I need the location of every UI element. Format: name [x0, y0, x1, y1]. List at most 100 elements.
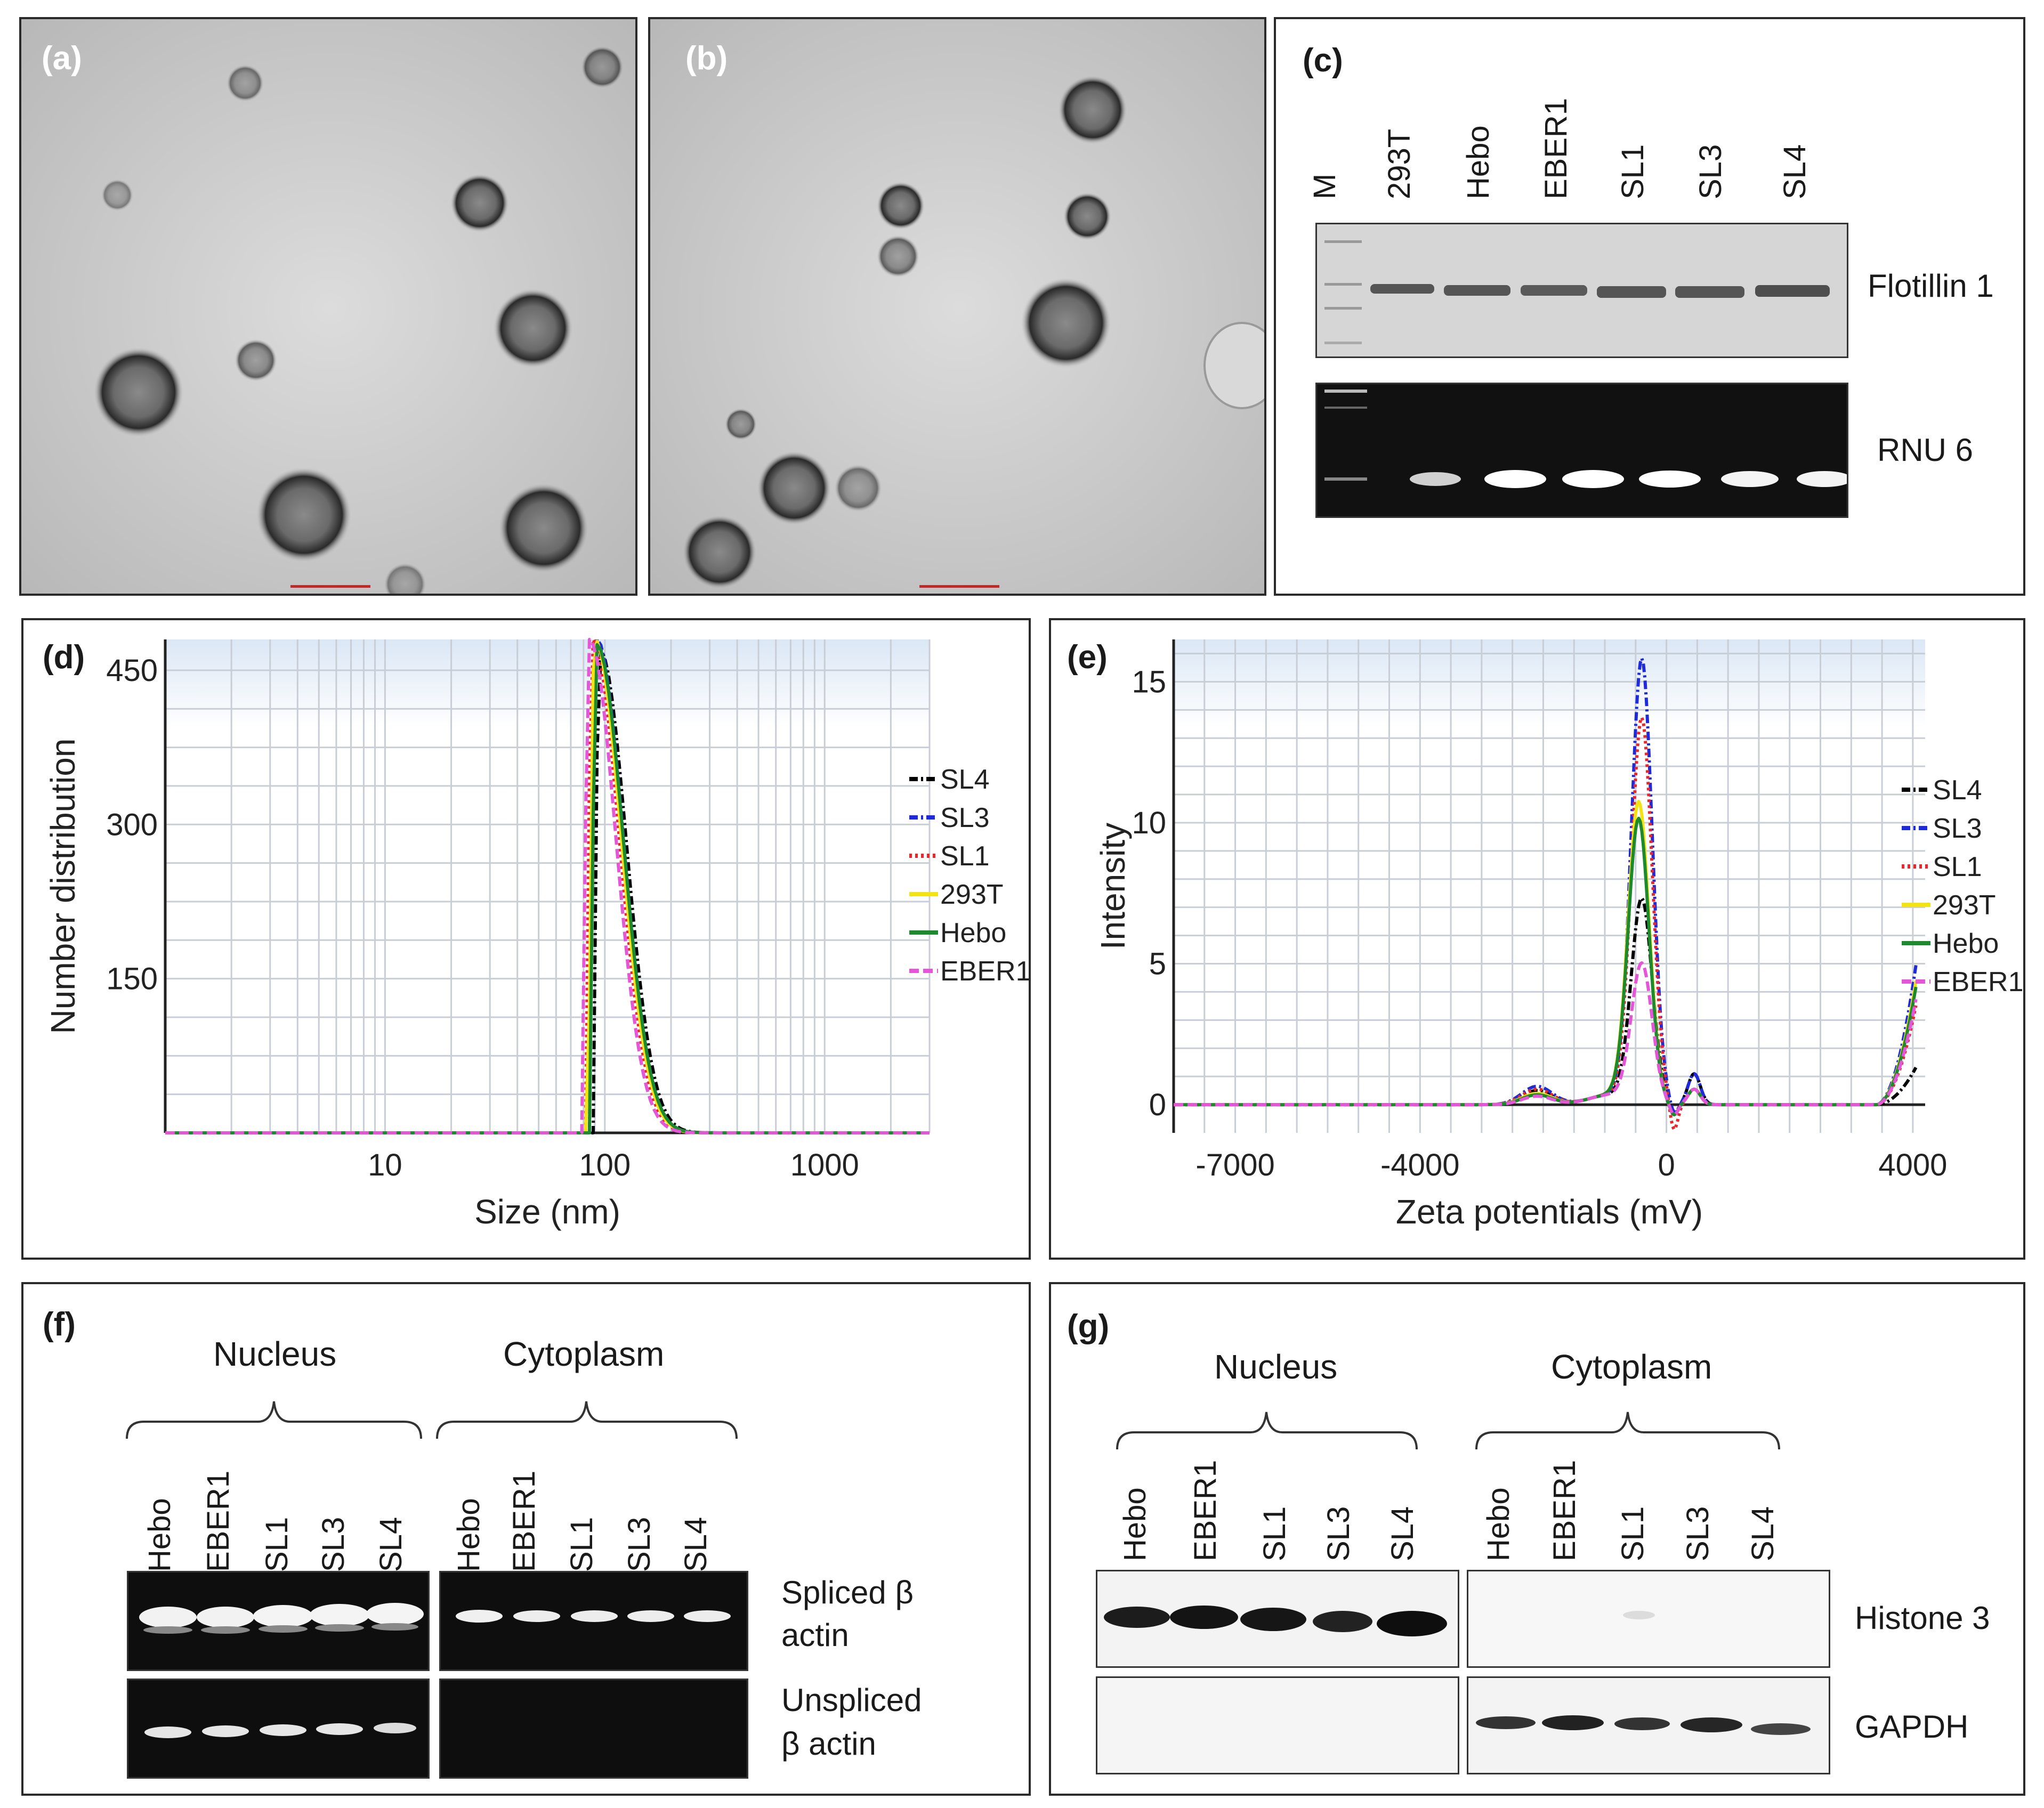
g-braces — [1116, 1412, 1780, 1450]
legend-label-e-Hebo: Hebo — [1933, 928, 1999, 959]
f-row2-label-2: β actin — [781, 1726, 876, 1762]
f-group-nucleus: Nucleus — [213, 1335, 337, 1373]
panel-label-e: (e) — [1067, 639, 1108, 676]
legend-label-e-EBER1: EBER1 — [1933, 967, 2023, 998]
panel-label-a: (a) — [42, 40, 82, 77]
lane-label-c-0: M — [1307, 173, 1342, 199]
y-tick-label-d: 450 — [106, 653, 158, 688]
lane-label-c-5: SL3 — [1693, 144, 1728, 199]
f-lane-c-4: SL4 — [678, 1517, 713, 1572]
y-axis-label-d: Number distribution — [44, 739, 82, 1034]
x-tick-label-e: -7000 — [1195, 1148, 1274, 1182]
f-lane-c-2: SL1 — [564, 1517, 599, 1572]
micrograph-a: (a) — [19, 17, 637, 596]
f-lane-n-2: SL1 — [260, 1517, 294, 1572]
f-row2-label-1: Unspliced — [781, 1682, 922, 1718]
f-gel-spliced-cytoplasm — [439, 1571, 748, 1671]
f-lane-n-4: SL4 — [374, 1517, 408, 1572]
g-lane-c-3: SL3 — [1681, 1506, 1715, 1561]
g-blot-histone-nucleus — [1096, 1570, 1459, 1668]
panel-c: (c) M 293T Hebo EBER1 SL1 SL3 SL4 Flotil… — [1274, 17, 2025, 596]
f-lane-c-0: Hebo — [451, 1498, 486, 1572]
f-bands-spliced-nucleus — [139, 1603, 424, 1634]
panel-g: (g) Nucleus Cytoplasm Hebo EBER1 SL1 SL3… — [1049, 1282, 2025, 1796]
panel-label-f: (f) — [43, 1306, 76, 1343]
g-lane-n-3: SL3 — [1321, 1506, 1356, 1561]
chart-e: -7000 -4000 0 4000 0 5 10 15 Zeta potentials (mV… — [1094, 639, 2023, 1231]
series-line-d-EBER1 — [165, 638, 930, 1134]
lane-label-c-6: SL4 — [1778, 144, 1812, 199]
g-lane-n-4: SL4 — [1385, 1506, 1420, 1561]
panel-label-g: (g) — [1067, 1308, 1110, 1345]
f-lane-c-1: EBER1 — [507, 1470, 542, 1572]
g-blot-gapdh-nucleus — [1096, 1676, 1459, 1774]
lane-label-c-4: SL1 — [1615, 144, 1650, 199]
g-lane-n-1: EBER1 — [1188, 1460, 1223, 1561]
rnu6-label: RNU 6 — [1877, 432, 1974, 468]
g-row2-label: GAPDH — [1855, 1709, 1969, 1745]
g-blot-gapdh-cytoplasm — [1467, 1676, 1830, 1774]
f-gel-unspliced-nucleus — [127, 1679, 430, 1779]
lane-label-c-2: Hebo — [1461, 125, 1496, 199]
x-tick-label-e: -4000 — [1380, 1148, 1459, 1182]
y-tick-label-e: 5 — [1149, 947, 1166, 982]
f-gel-unspliced-cytoplasm — [439, 1679, 748, 1779]
x-tick-label-e: 0 — [1658, 1148, 1675, 1182]
f-bands-spliced-cytoplasm — [456, 1610, 731, 1623]
g-bands-histone-nucleus — [1104, 1606, 1447, 1636]
legend-label-d-Hebo: Hebo — [940, 918, 1006, 948]
legend-label-e-293T: 293T — [1933, 890, 1996, 921]
f-group-cytoplasm: Cytoplasm — [503, 1335, 665, 1373]
micrograph-a-image — [21, 19, 635, 594]
x-tick-label-d: 10 — [368, 1148, 402, 1182]
y-tick-label-d: 150 — [106, 962, 158, 996]
panel-label-b: (b) — [685, 40, 728, 77]
x-axis-label-e: Zeta potentials (mV) — [1396, 1193, 1703, 1231]
plot-area-e — [1174, 639, 1925, 1133]
f-lane-c-3: SL3 — [622, 1517, 657, 1572]
legend-label-e-SL4: SL4 — [1933, 775, 1982, 806]
f-lane-n-0: Hebo — [142, 1498, 177, 1572]
panel-d: (d) 10 100 1000 150 300 450 Size (nm) Number di… — [21, 618, 1031, 1260]
g-bands-histone-cytoplasm — [1623, 1611, 1655, 1619]
lane-label-c-1: 293T — [1382, 128, 1417, 199]
g-lane-c-4: SL4 — [1746, 1506, 1780, 1561]
rnu6-bands — [1324, 390, 1847, 488]
x-tick-label-d: 100 — [579, 1148, 631, 1182]
legend-label-d-EBER1: EBER1 — [940, 956, 1029, 987]
f-row1-label-2: actin — [781, 1617, 849, 1653]
legend-label-d-SL4: SL4 — [940, 764, 990, 795]
flotillin-label: Flotillin 1 — [1868, 268, 1994, 304]
x-tick-label-d: 1000 — [790, 1148, 859, 1182]
legend-label-d-293T: 293T — [940, 879, 1004, 910]
g-group-nucleus: Nucleus — [1214, 1348, 1338, 1386]
x-axis-label-d: Size (nm) — [474, 1193, 620, 1231]
g-lane-n-2: SL1 — [1257, 1506, 1292, 1561]
panel-f: (f) Nucleus Cytoplasm Hebo EBER1 SL1 SL3… — [21, 1282, 1031, 1796]
f-braces — [126, 1401, 738, 1439]
plot-area-d — [165, 639, 930, 1133]
f-lane-n-1: EBER1 — [201, 1470, 236, 1572]
y-tick-label-e: 15 — [1132, 664, 1166, 699]
g-row1-label: Histone 3 — [1855, 1600, 1990, 1636]
legend-label-d-SL3: SL3 — [940, 802, 990, 833]
y-tick-label-d: 300 — [106, 807, 158, 842]
flotillin-blot — [1315, 223, 1848, 358]
g-lane-c-2: SL1 — [1615, 1506, 1650, 1561]
g-bands-gapdh-cytoplasm — [1476, 1715, 1811, 1735]
micrograph-b: (b) — [648, 17, 1266, 596]
g-lane-c-0: Hebo — [1481, 1487, 1516, 1561]
legend-label-e-SL3: SL3 — [1933, 813, 1982, 844]
f-gel-spliced-nucleus — [127, 1571, 430, 1671]
flotillin-bands — [1324, 240, 1830, 344]
legend-label-e-SL1: SL1 — [1933, 852, 1982, 882]
y-tick-label-e: 0 — [1149, 1088, 1166, 1122]
x-tick-label-e: 4000 — [1878, 1148, 1947, 1182]
panel-label-c: (c) — [1303, 42, 1343, 79]
series-line-e-Hebo — [1173, 816, 1918, 1117]
chart-d: 10 100 1000 150 300 450 Size (nm) Number distri… — [44, 638, 1029, 1231]
g-group-cytoplasm: Cytoplasm — [1551, 1348, 1712, 1386]
panel-label-d: (d) — [43, 639, 85, 676]
f-row1-label-1: Spliced β — [781, 1575, 914, 1610]
legend-label-d-SL1: SL1 — [940, 841, 990, 872]
